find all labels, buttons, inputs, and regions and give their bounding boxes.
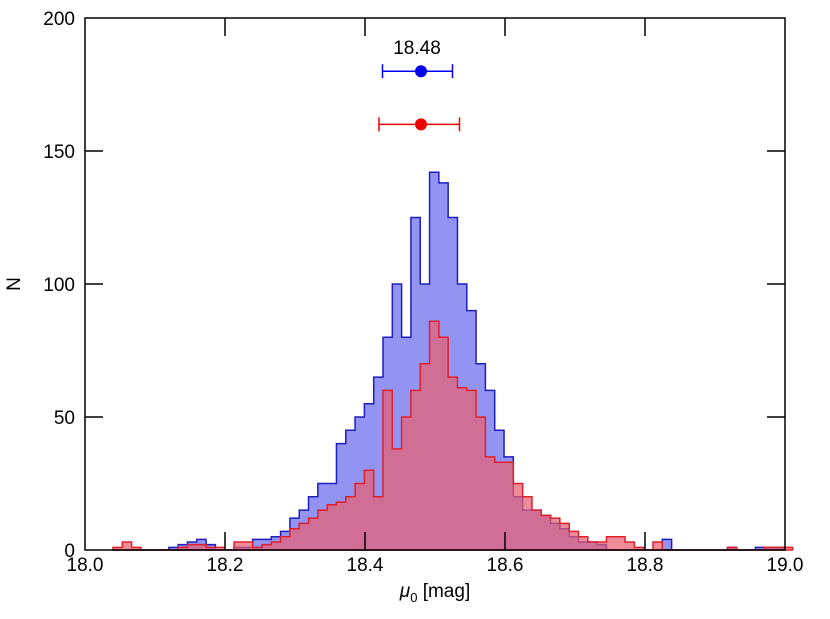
x-axis-subscript: 0 xyxy=(410,590,417,605)
marker-layer: 18.48 xyxy=(378,38,461,132)
histogram-series-2 xyxy=(112,320,794,551)
x-axis-symbol: μ xyxy=(399,581,411,602)
x-tick-label: 18.2 xyxy=(207,555,244,576)
x-tick-label: 18.6 xyxy=(487,555,524,576)
estimate-marker-1: 18.48 xyxy=(381,38,454,79)
estimate-point xyxy=(415,118,427,131)
estimate-label: 18.48 xyxy=(393,38,441,59)
y-axis-label: N xyxy=(4,277,25,291)
histogram-outline xyxy=(112,320,794,551)
estimate-point xyxy=(415,65,427,78)
x-axis-unit: [mag] xyxy=(417,581,470,602)
tick-layer: 18.0 18.2 18.4 18.6 18.8 19.0 0 50 100 150 200 xyxy=(43,9,803,576)
y-tick-label: 100 xyxy=(43,275,75,296)
y-tick-label: 200 xyxy=(43,9,75,30)
histogram-layer xyxy=(112,171,794,551)
y-tick-label: 50 xyxy=(54,408,75,429)
x-tick-label: 18.8 xyxy=(627,555,664,576)
y-tick-label: 0 xyxy=(64,541,75,562)
estimate-marker-2 xyxy=(378,117,461,132)
x-tick-label: 18.0 xyxy=(67,555,104,576)
x-tick-label: 18.4 xyxy=(347,555,384,576)
y-tick-label: 150 xyxy=(43,142,75,163)
x-tick-label: 19.0 xyxy=(767,555,804,576)
x-axis-label: μ0 [mag] xyxy=(399,581,470,605)
